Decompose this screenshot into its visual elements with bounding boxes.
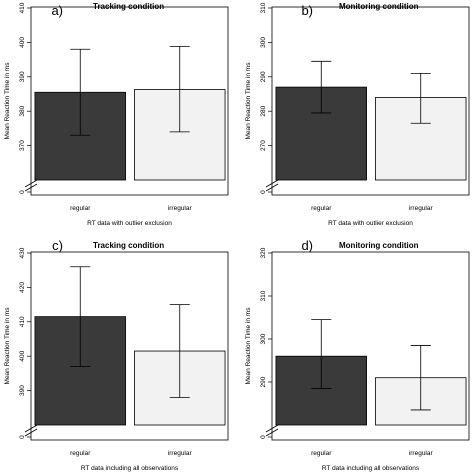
panel-title: Monitoring condition	[339, 241, 419, 250]
y-axis-title: Mean Reaction Time in ms	[4, 62, 11, 140]
y-tick-label: 390	[19, 385, 26, 396]
x-axis-title: RT data with outlier exclusion	[328, 220, 413, 227]
axis-break-mark	[265, 428, 279, 437]
y-tick-label: 430	[19, 247, 26, 258]
y-tick-label: 300	[260, 333, 267, 344]
x-axis-title: RT data with outlier exclusion	[87, 220, 172, 227]
axis-break-mark	[265, 179, 279, 188]
category-label: regular	[311, 450, 332, 457]
axis-break-mark	[24, 179, 38, 188]
y-tick-label: 410	[19, 316, 26, 327]
y-tick-label: 0	[19, 435, 26, 439]
axis-break-mark	[24, 183, 38, 192]
y-tick-label: 0	[19, 190, 26, 194]
y-tick-label: 370	[19, 140, 26, 151]
x-axis-title: RT data including all observations	[81, 465, 179, 472]
panel-letter: d)	[301, 238, 313, 253]
plot-frame	[30, 251, 229, 441]
plot-frame	[30, 6, 229, 196]
chart-panel-2: b) Monitoring condition 0 270 280 290 300 310 Me…	[245, 2, 470, 227]
bar-regular	[34, 91, 126, 181]
category-label: regular	[70, 205, 91, 212]
y-tick-label: 290	[260, 376, 267, 387]
y-tick-label: 320	[260, 247, 267, 258]
category-label: irregular	[409, 450, 434, 457]
y-tick-label: 420	[19, 282, 26, 293]
chart-panel-3: c) Tracking condition 0 390 400 410 420 430 Mean…	[4, 238, 229, 472]
category-label: regular	[70, 450, 91, 457]
plot-frame	[271, 251, 470, 441]
y-tick-label: 300	[260, 37, 267, 48]
y-axis-title: Mean Reaction Time in ms	[4, 307, 11, 385]
panel-letter: b)	[301, 3, 313, 18]
category-label: regular	[311, 205, 332, 212]
y-tick-label: 400	[19, 37, 26, 48]
panel-title: Monitoring condition	[339, 2, 419, 11]
y-tick-label: 310	[260, 290, 267, 301]
y-tick-label: 290	[260, 71, 267, 82]
category-label: irregular	[168, 205, 193, 212]
axis-break-mark	[24, 424, 38, 433]
panel-letter: a)	[51, 3, 63, 18]
y-tick-label: 0	[260, 435, 267, 439]
y-tick-label: 280	[260, 105, 267, 116]
category-label: irregular	[409, 205, 434, 212]
chart-panel-1: a) Tracking condition 0 370 380 390 400 410 Mean…	[4, 2, 229, 227]
y-tick-label: 310	[260, 2, 267, 13]
chart-panel-4: d) Monitoring condition 0 290 300 310 320 Mean …	[245, 238, 470, 472]
panel-title: Tracking condition	[93, 2, 164, 11]
y-tick-label: 410	[19, 2, 26, 13]
axis-break-mark	[24, 428, 38, 437]
y-axis-title: Mean Reaction Time in ms	[245, 307, 252, 385]
x-axis-title: RT data including all observations	[322, 465, 420, 472]
y-tick-label: 0	[260, 190, 267, 194]
y-tick-label: 390	[19, 71, 26, 82]
axis-break-mark	[265, 424, 279, 433]
y-tick-label: 400	[19, 350, 26, 361]
axis-break-mark	[265, 183, 279, 192]
y-tick-label: 270	[260, 140, 267, 151]
panel-letter: c)	[52, 238, 63, 253]
panel-title: Tracking condition	[93, 241, 164, 250]
y-tick-label: 380	[19, 105, 26, 116]
y-axis-title: Mean Reaction Time in ms	[245, 62, 252, 140]
plot-frame	[271, 6, 470, 196]
category-label: irregular	[168, 450, 193, 457]
